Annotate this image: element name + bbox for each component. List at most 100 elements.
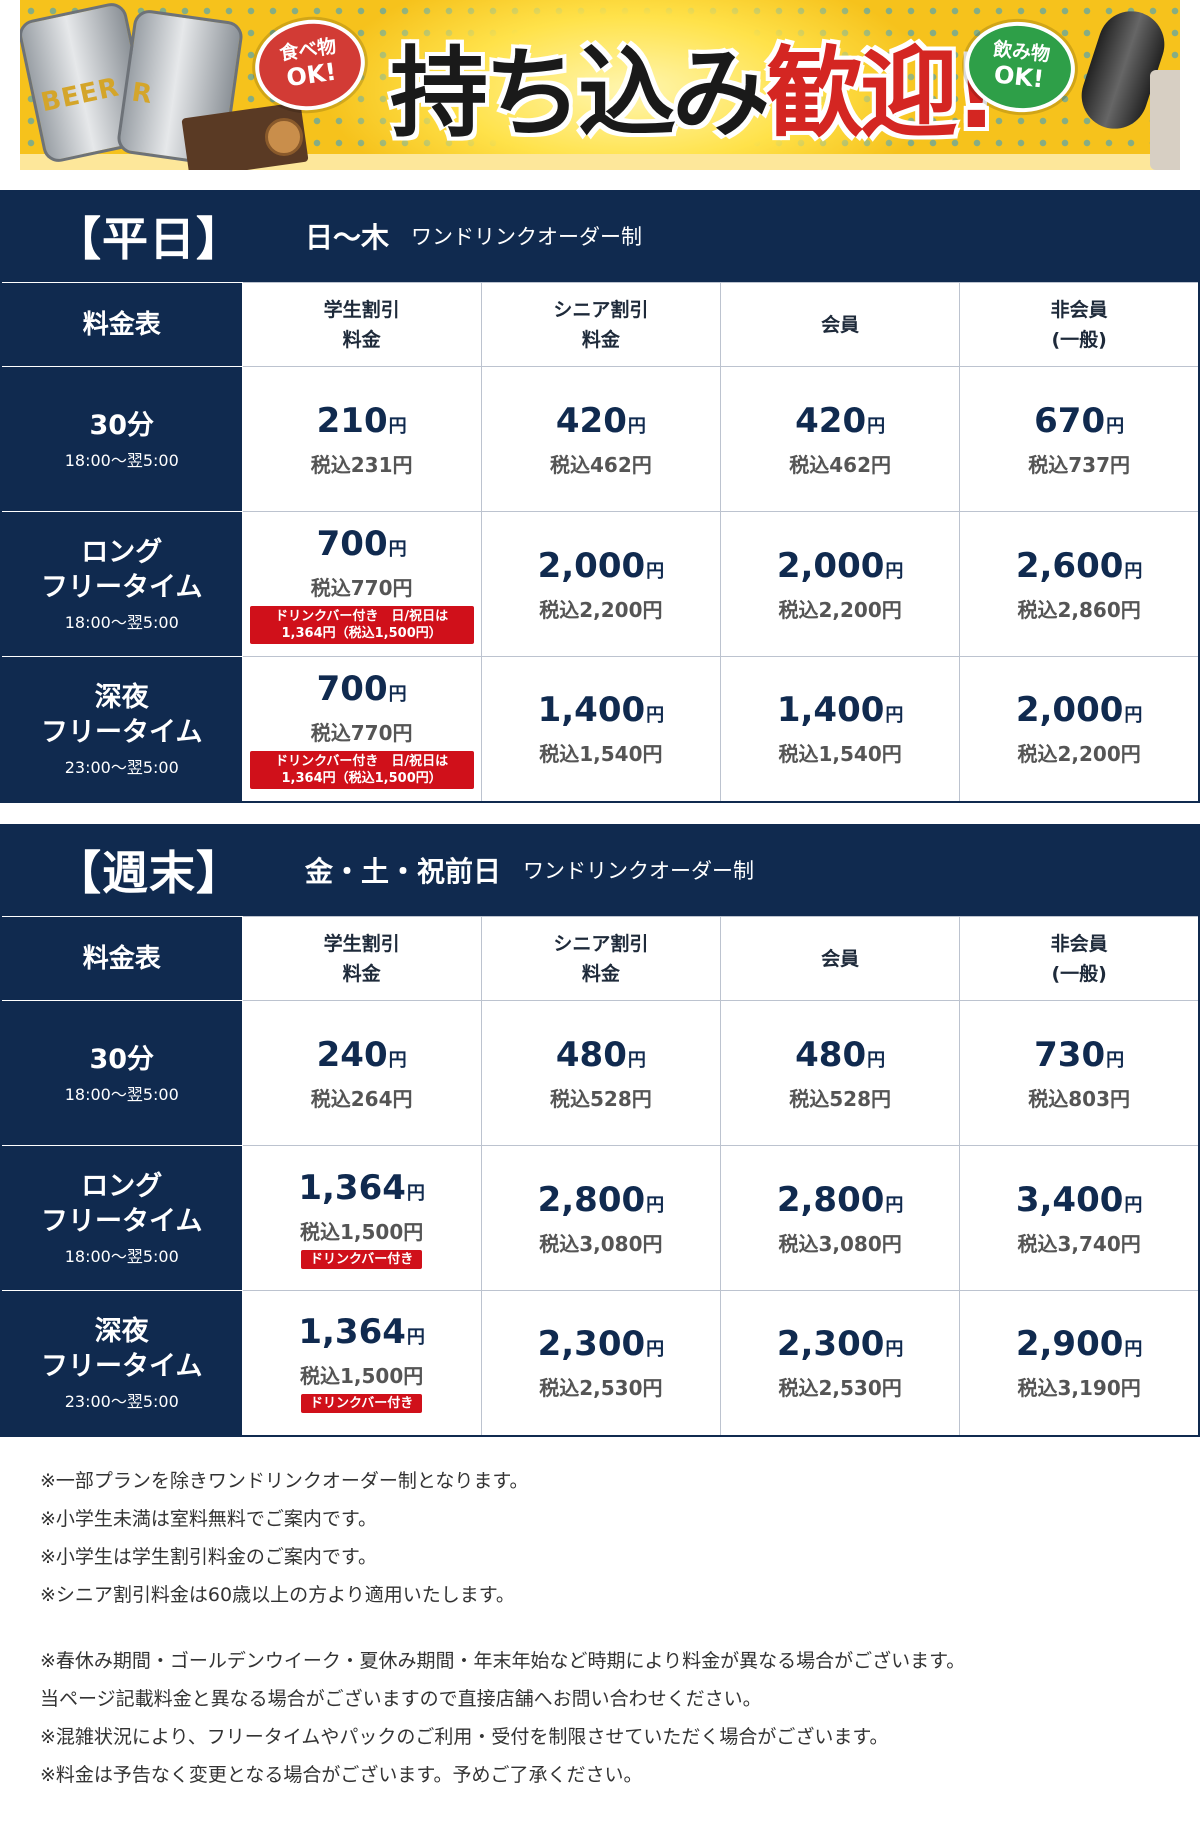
price-cell: 1,364円税込1,500円ドリンクバー付き: [241, 1145, 482, 1291]
price-cell: 1,400円 税込1,540円: [719, 656, 961, 802]
price-unit: 円: [1124, 1339, 1143, 1361]
price-tax-included: 税込1,500円: [299, 1219, 424, 1244]
column-header: シニア割引 料金: [480, 282, 722, 367]
price-cell: 2,000円 税込2,200円: [480, 511, 722, 657]
price-tax-included: 税込737円: [1028, 452, 1130, 477]
pricing-notes: ※一部プランを除きワンドリンクオーダー制となります。 ※小学生未満は室料無料でご案…: [40, 1462, 1160, 1794]
price-cell: 480円 税込528円: [480, 1000, 722, 1146]
price-value: 480円: [721, 1035, 959, 1081]
price-cell: 240円 税込264円: [241, 1000, 482, 1146]
price-tax-included: 税込2,200円: [539, 597, 663, 622]
column-header-line1: 学生割引: [323, 932, 400, 955]
column-header: シニア割引 料金: [480, 916, 722, 1001]
price-tax-included: 税込2,200円: [778, 597, 902, 622]
banner-burst: [320, 0, 940, 170]
price-cell: 210円 税込231円: [241, 366, 482, 512]
column-header-line1: 非会員: [1050, 298, 1108, 321]
column-header-line2: (一般): [1051, 328, 1107, 351]
price-amount: 2,800: [537, 1179, 646, 1220]
can-label: R: [129, 77, 155, 111]
price-value: 700円: [243, 669, 481, 715]
price-cell: 670円税込737円: [959, 366, 1200, 512]
price-cell: 700円 税込770円 ドリンクバー付き 日/祝日は 1,364円（税込1,500円）: [241, 656, 482, 802]
section-drink-note: ワンドリンクオーダー制: [411, 225, 643, 249]
price-unit: 円: [1124, 1194, 1143, 1216]
column-header: 学生割引 料金: [241, 916, 482, 1001]
price-unit: 円: [885, 560, 904, 582]
section-days: 金・土・祝前日: [305, 855, 502, 888]
section-days: 日〜木: [305, 221, 390, 254]
section-header: 【平日】 日〜木 ワンドリンクオーダー制: [0, 190, 1200, 282]
price-unit: 円: [388, 539, 407, 560]
price-amount: 3,400: [1015, 1179, 1124, 1220]
price-cell: 1,400円 税込1,540円: [480, 656, 722, 802]
price-value: 2,900円: [960, 1324, 1198, 1370]
price-unit: 円: [1124, 560, 1143, 582]
price-amount: 1,364: [298, 1312, 406, 1353]
price-tax-included: 税込462円: [789, 452, 891, 477]
price-value: 240円: [243, 1035, 481, 1081]
price-unit: 円: [1124, 705, 1143, 727]
column-header: 非会員 (一般): [959, 282, 1200, 367]
price-tax-included: 税込3,190円: [1017, 1376, 1141, 1401]
price-cell: 2,300円 税込2,530円: [480, 1290, 722, 1436]
plan-name-cell: 30分 18:00〜翌5:00: [0, 1000, 243, 1146]
price-cell: 2,000円税込2,200円: [959, 656, 1200, 802]
price-cell: 2,800円 税込3,080円: [719, 1145, 961, 1291]
column-header-line2: (一般): [1051, 962, 1107, 985]
price-value: 700円: [243, 524, 481, 570]
column-header: 会員: [719, 282, 961, 367]
column-header: 会員: [719, 916, 961, 1001]
price-tax-included: 税込2,530円: [778, 1376, 902, 1401]
badge-line2: 1,364円（税込1,500円）: [281, 626, 442, 641]
price-value: 1,364円: [243, 1168, 481, 1214]
price-cell: 3,400円 税込3,740円: [959, 1145, 1200, 1291]
price-amount: 730: [1034, 1034, 1106, 1075]
price-value: 1,400円: [482, 690, 720, 736]
price-tax-included: 税込3,080円: [778, 1231, 902, 1256]
price-tax-included: 税込2,860円: [1017, 597, 1141, 622]
price-table: 料金表 学生割引 料金 シニア割引 料金 会員 非会員 (一般) 30分 18:00〜翌5:00 2…: [0, 282, 1200, 803]
column-header-line1: シニア割引: [553, 298, 649, 321]
plan-time: 18:00〜翌5:00: [64, 1247, 179, 1266]
drink-cup-icon: [1150, 70, 1180, 170]
note-line: ※小学生は学生割引料金のご案内です。: [40, 1546, 378, 1568]
price-amount: 2,300: [776, 1324, 885, 1365]
section-header: 【週末】 金・土・祝前日 ワンドリンクオーダー制: [0, 824, 1200, 916]
price-tax-included: 税込770円: [310, 576, 413, 600]
badge-line1: ドリンクバー付き: [309, 1251, 414, 1267]
column-header-line2: 料金: [581, 328, 620, 351]
price-value: 210円: [243, 401, 481, 447]
price-amount: 480: [555, 1034, 627, 1075]
section-drink-note: ワンドリンクオーダー制: [523, 859, 755, 883]
price-table: 料金表 学生割引 料金 シニア割引 料金 会員 非会員 (一般) 30分 18:00〜翌5:00 2…: [0, 916, 1200, 1437]
price-tax-included: 税込2,200円: [1017, 742, 1141, 767]
price-cell: 730円 税込803円: [959, 1000, 1200, 1146]
price-value: 2,300円: [482, 1324, 720, 1370]
plan-time: 18:00〜翌5:00: [64, 450, 179, 470]
price-amount: 2,000: [1015, 690, 1124, 731]
price-value: 2,000円: [960, 690, 1198, 736]
price-cell: 2,900円税込3,190円: [959, 1290, 1200, 1436]
drink-bar-badge: ドリンクバー付き 日/祝日は 1,364円（税込1,500円）: [249, 606, 474, 644]
badge-line1: ドリンクバー付き 日/祝日は: [275, 753, 449, 769]
price-value: 2,300円: [721, 1324, 959, 1370]
plan-name-cell: ロング フリータイム 18:00〜翌5:00: [0, 1145, 243, 1291]
price-unit: 円: [1106, 1049, 1125, 1071]
drink-bar-badge: ドリンクバー付き: [300, 1394, 423, 1414]
price-unit: 円: [646, 1339, 665, 1361]
price-value: 670円: [960, 401, 1198, 447]
price-cell: 420円 税込462円: [480, 366, 722, 512]
price-unit: 円: [885, 1194, 904, 1216]
note-line: ※一部プランを除きワンドリンクオーダー制となります。: [40, 1470, 529, 1492]
price-amount: 2,000: [776, 545, 885, 586]
price-amount: 2,300: [537, 1324, 646, 1365]
note-line: ※小学生未満は室料無料でご案内です。: [40, 1508, 378, 1530]
price-value: 2,600円: [960, 546, 1198, 592]
price-amount: 670: [1034, 400, 1106, 441]
badge-line1: ドリンクバー付き: [309, 1396, 414, 1412]
price-amount: 1,364: [298, 1167, 406, 1208]
price-tax-included: 税込3,080円: [539, 1231, 663, 1256]
price-tax-included: 税込770円: [310, 720, 413, 745]
price-value: 420円: [721, 401, 959, 447]
